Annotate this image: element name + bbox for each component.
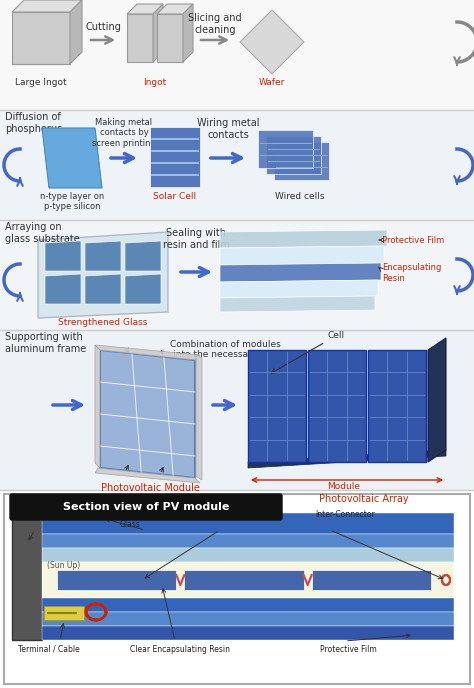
FancyBboxPatch shape [57,570,176,590]
Text: Cutting: Cutting [85,22,121,32]
Text: Aluminum Frame: Aluminum Frame [18,510,83,519]
Polygon shape [95,468,200,483]
FancyBboxPatch shape [184,570,304,590]
FancyBboxPatch shape [42,626,454,640]
Polygon shape [85,241,121,271]
Text: Strengthened
Glass: Strengthened Glass [120,510,173,529]
Text: Supporting with
aluminum frame: Supporting with aluminum frame [5,332,86,354]
Text: Ingot: Ingot [143,78,167,87]
FancyBboxPatch shape [4,494,470,684]
Polygon shape [45,274,81,304]
Polygon shape [368,350,426,462]
Polygon shape [258,130,313,168]
Polygon shape [220,280,378,298]
Polygon shape [248,450,446,468]
FancyBboxPatch shape [12,513,42,640]
Text: Diffusion of
phosphorus: Diffusion of phosphorus [5,112,62,133]
Polygon shape [85,274,121,304]
FancyBboxPatch shape [42,598,454,612]
Polygon shape [220,296,375,312]
Text: Solar Cell: Solar Cell [210,510,246,519]
Polygon shape [12,0,82,12]
FancyBboxPatch shape [42,513,454,534]
Text: Module: Module [328,482,361,491]
Polygon shape [274,142,329,180]
Polygon shape [157,4,193,14]
Text: Sealing with
resin and film: Sealing with resin and film [163,228,229,250]
Polygon shape [100,350,195,478]
Text: Combination of modules
into the necessary size: Combination of modules into the necessar… [170,340,281,359]
Text: Wafer: Wafer [259,78,285,87]
FancyBboxPatch shape [44,606,84,620]
Polygon shape [127,14,153,62]
FancyBboxPatch shape [0,220,474,330]
Text: Photovoltaic Array: Photovoltaic Array [319,494,409,504]
Polygon shape [196,354,202,480]
Polygon shape [220,230,387,248]
Text: Protective Film: Protective Film [382,235,444,244]
Polygon shape [428,338,446,462]
Text: Protective Film: Protective Film [320,645,377,654]
FancyBboxPatch shape [0,0,474,110]
Polygon shape [38,232,168,318]
Text: Clear Encapsulating Resin: Clear Encapsulating Resin [130,645,230,654]
Text: Solar Cell: Solar Cell [154,192,197,201]
Text: Wiring metal
contacts: Wiring metal contacts [197,118,259,140]
Text: Cell: Cell [272,331,345,373]
FancyBboxPatch shape [42,612,454,626]
Polygon shape [266,136,321,174]
Polygon shape [12,12,70,64]
FancyBboxPatch shape [312,570,431,590]
Polygon shape [70,0,82,64]
Text: Terminal / Cable: Terminal / Cable [18,645,80,654]
Polygon shape [220,246,384,265]
Text: Slicing and
cleaning: Slicing and cleaning [188,13,242,34]
FancyBboxPatch shape [0,330,474,490]
Polygon shape [150,127,200,187]
Polygon shape [95,345,200,360]
Text: n-type layer on
p-type silicon: n-type layer on p-type silicon [40,192,104,211]
Text: Section view of PV module: Section view of PV module [63,502,229,512]
FancyBboxPatch shape [42,548,454,562]
Polygon shape [42,128,102,188]
Polygon shape [248,350,306,462]
Text: Large Ingot: Large Ingot [15,78,67,87]
Polygon shape [308,350,366,462]
Polygon shape [95,345,100,468]
FancyBboxPatch shape [42,534,454,548]
Polygon shape [240,10,304,74]
Text: Strengthened Glass: Strengthened Glass [58,318,148,327]
FancyBboxPatch shape [42,562,454,598]
Polygon shape [220,263,381,282]
FancyBboxPatch shape [10,494,282,520]
Polygon shape [125,241,161,271]
Polygon shape [183,4,193,62]
FancyBboxPatch shape [0,110,474,220]
Polygon shape [157,14,183,62]
Text: Wired cells: Wired cells [275,192,325,201]
Text: Encapsulating
Resin: Encapsulating Resin [382,264,441,283]
Text: Making metal
contacts by
screen printing: Making metal contacts by screen printing [92,118,156,148]
Text: (Sun Up): (Sun Up) [47,561,80,570]
Text: Photovoltaic Module
(Solar Panel): Photovoltaic Module (Solar Panel) [100,483,200,504]
Polygon shape [153,4,163,62]
Text: Arraying on
glass substrate: Arraying on glass substrate [5,222,80,244]
Text: Inter-Connector: Inter-Connector [315,510,375,519]
Polygon shape [125,274,161,304]
Polygon shape [45,241,81,271]
Polygon shape [127,4,163,14]
